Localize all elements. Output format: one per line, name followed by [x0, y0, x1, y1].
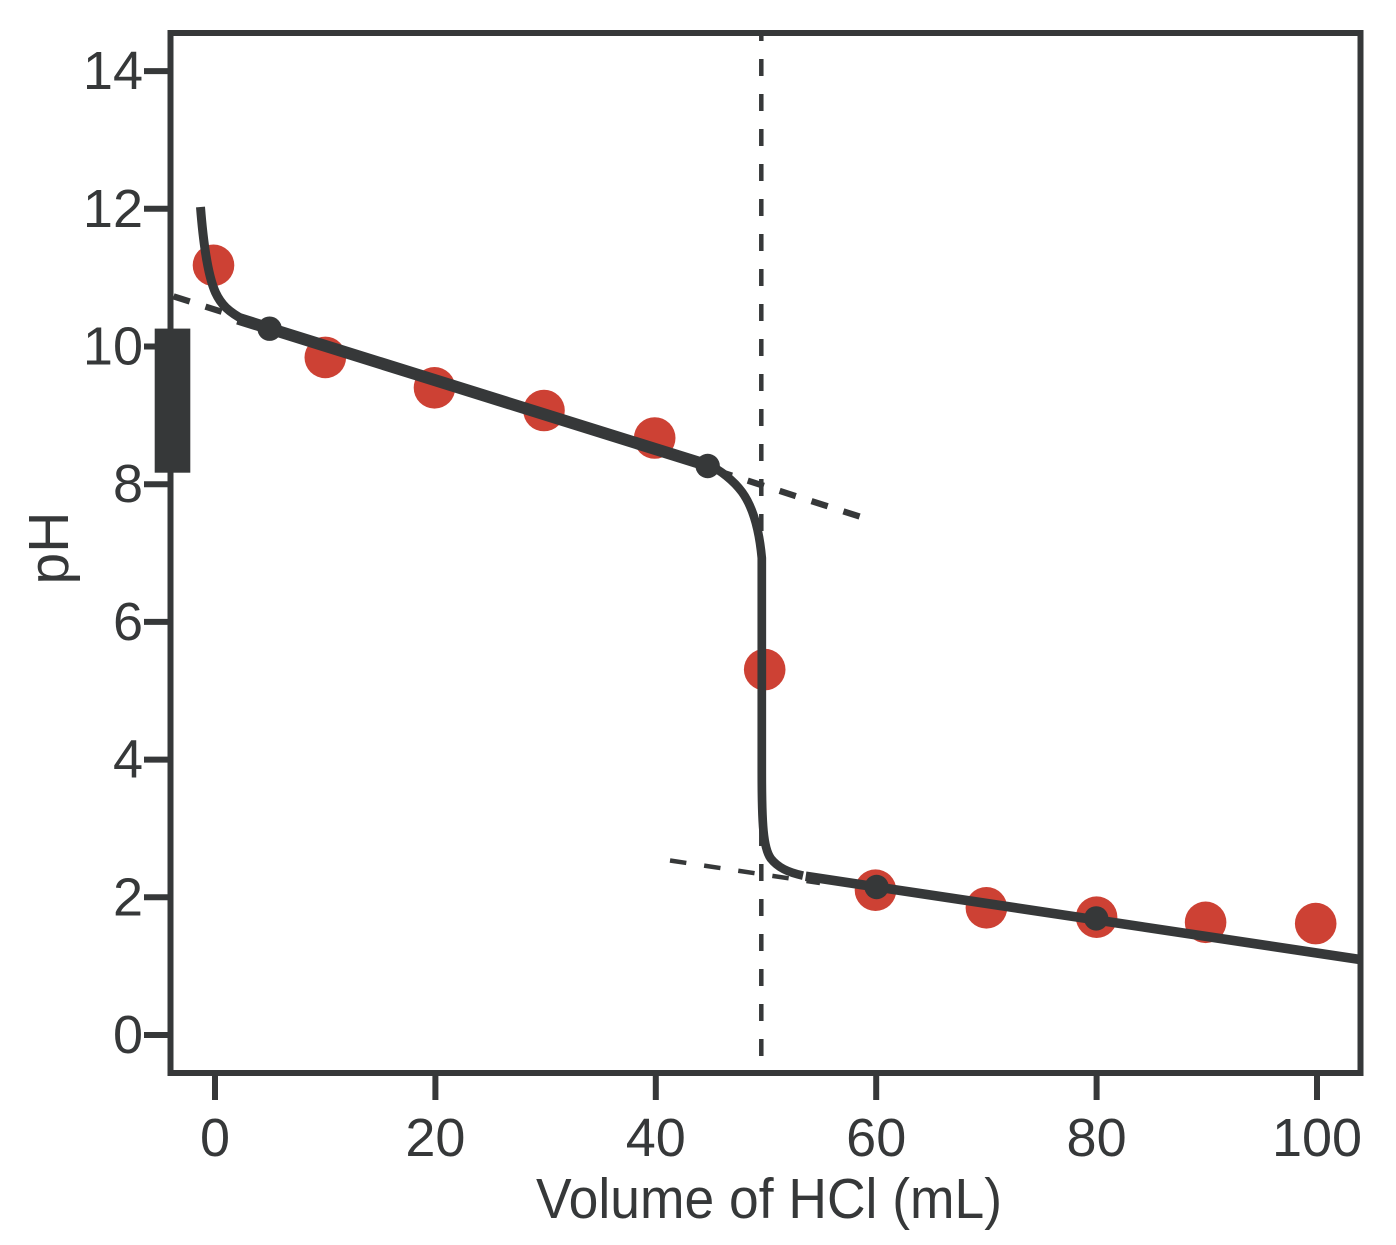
svg-text:6: 6: [113, 592, 143, 652]
svg-text:4: 4: [113, 730, 143, 790]
svg-text:80: 80: [1067, 1108, 1127, 1168]
svg-text:0: 0: [200, 1108, 230, 1168]
svg-text:20: 20: [405, 1108, 465, 1168]
svg-text:60: 60: [846, 1108, 906, 1168]
svg-text:100: 100: [1272, 1108, 1362, 1168]
svg-text:8: 8: [113, 454, 143, 514]
svg-text:pH: pH: [17, 512, 81, 585]
svg-text:0: 0: [113, 1005, 143, 1065]
svg-text:40: 40: [626, 1108, 686, 1168]
svg-text:Volume of HCl (mL): Volume of HCl (mL): [536, 1167, 1002, 1231]
svg-text:14: 14: [83, 41, 143, 101]
svg-text:10: 10: [83, 317, 143, 377]
svg-text:12: 12: [83, 179, 143, 239]
svg-text:2: 2: [113, 867, 143, 927]
